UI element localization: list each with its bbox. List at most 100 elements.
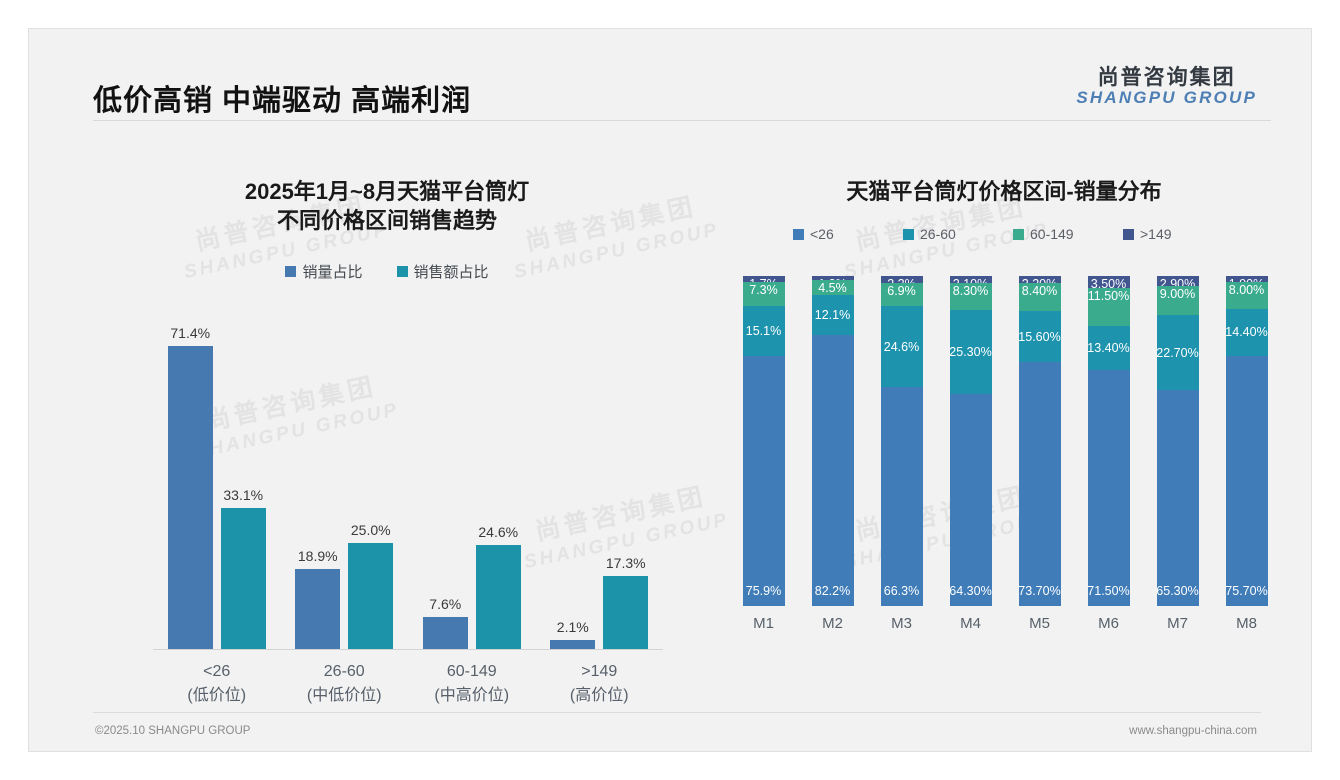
- x-axis-label: M6: [1098, 615, 1119, 633]
- legend-item-price-2[interactable]: 60-149: [1013, 226, 1123, 242]
- stacked-segment[interactable]: 8.00%: [1225, 282, 1268, 309]
- segment-value-label: 15.60%: [1018, 329, 1061, 344]
- stacked-segment[interactable]: 24.6%: [880, 306, 923, 388]
- x-axis-label: 60-149 (中高价位): [434, 663, 510, 705]
- stacked-segment[interactable]: 65.30%: [1156, 390, 1199, 606]
- legend-item-sales-1[interactable]: 销售额占比: [396, 261, 489, 282]
- legend-label: 60-149: [1030, 226, 1074, 243]
- chart-title-sales-trend: 2025年1月~8月天猫平台筒灯 不同价格区间销售趋势: [244, 179, 530, 234]
- bar-fill: [603, 575, 649, 650]
- x-axis-label: M8: [1236, 615, 1257, 633]
- stacked-segment[interactable]: 6.9%: [880, 283, 923, 307]
- stacked-column: 2.2%6.9% 24.6% 66.3%: [867, 276, 936, 606]
- stacked-column: 2.90% 9.00% 22.70% 65.30%: [1143, 276, 1212, 606]
- segment-value-label: 13.40%: [1087, 340, 1130, 355]
- bar[interactable]: 7.6%: [422, 596, 468, 650]
- footer-copyright: ©2025.10 SHANGPU GROUP: [95, 725, 251, 737]
- stacked-segment[interactable]: 7.3%: [742, 281, 785, 306]
- legend-item-price-0[interactable]: <26: [793, 226, 903, 242]
- bar[interactable]: 2.1%: [550, 619, 596, 650]
- legend-swatch-icon: [1123, 228, 1134, 240]
- x-axis-label: <26 (低价位): [187, 663, 247, 705]
- stacked-segment[interactable]: 71.50%: [1087, 369, 1130, 606]
- stacked-bar[interactable]: 3.50% 11.50% 13.40% 71.50%: [1087, 276, 1130, 606]
- legend-swatch-icon: [793, 228, 804, 240]
- bar[interactable]: 24.6%: [475, 524, 521, 650]
- stacked-segment[interactable]: 12.1%: [811, 294, 854, 335]
- stacked-segment[interactable]: 75.9%: [742, 355, 785, 607]
- x-axis-label: M3: [891, 615, 912, 633]
- stacked-column: 1.2%4.5%12.1%82.2%: [798, 276, 867, 606]
- stacked-segment[interactable]: 8.40%: [1018, 283, 1061, 311]
- segment-value-label: 7.3%: [749, 282, 778, 297]
- logo-chinese-text: 尚普咨询集团: [1097, 66, 1236, 89]
- x-axis-label: M2: [822, 615, 843, 633]
- bar-group: 2.1% 17.3%: [536, 309, 664, 650]
- segment-value-label: 9.00%: [1159, 286, 1196, 301]
- legend-swatch-icon: [285, 266, 297, 278]
- bar[interactable]: 18.9%: [295, 548, 341, 650]
- stacked-bar[interactable]: 1.7%7.3%15.1%75.9%: [742, 276, 785, 607]
- segment-value-label: 64.30%: [949, 584, 992, 598]
- stacked-segment[interactable]: 25.30%: [949, 310, 992, 394]
- stacked-segment[interactable]: 2.2%: [880, 276, 923, 291]
- bar-fill: [220, 508, 266, 650]
- stacked-segment[interactable]: 13.40%: [1087, 325, 1130, 370]
- stacked-segment[interactable]: 8.30%: [949, 282, 992, 311]
- stacked-segment[interactable]: 2.90%: [1156, 276, 1199, 291]
- stacked-segment[interactable]: 22.70%: [1156, 315, 1199, 391]
- stacked-column: 3.50% 11.50% 13.40% 71.50%: [1074, 276, 1143, 606]
- legend-item-price-3[interactable]: >149: [1123, 226, 1233, 242]
- legend-swatch-icon: [903, 228, 914, 240]
- segment-value-label: 4.5%: [818, 280, 847, 295]
- segment-value-label: 12.1%: [814, 307, 851, 322]
- segment-value-label: 8.40%: [1021, 284, 1058, 299]
- bar-fill: [295, 568, 341, 650]
- bar[interactable]: 17.3%: [603, 555, 649, 650]
- x-axis-label: M1: [753, 615, 774, 633]
- stacked-segment[interactable]: 64.30%: [949, 393, 992, 606]
- stacked-segment[interactable]: 9.00%: [1156, 285, 1199, 316]
- stacked-segment[interactable]: 3.50%: [1087, 276, 1130, 292]
- bar-fill: [422, 616, 468, 650]
- stacked-bar[interactable]: 1.90%8.00%14.40%75.70%: [1225, 276, 1268, 606]
- legend-swatch-icon: [1013, 228, 1024, 240]
- stacked-segment[interactable]: 15.1%: [742, 305, 785, 356]
- stacked-bar[interactable]: 2.2%6.9% 24.6% 66.3%: [880, 276, 923, 606]
- stacked-segment[interactable]: 82.2%: [811, 334, 854, 606]
- brand-logo: 尚普咨询集团 SHANGPU GROUP: [1076, 66, 1257, 108]
- legend-label: >149: [1140, 226, 1172, 243]
- stacked-bar[interactable]: 2.20%8.40% 15.60% 73.70%: [1018, 276, 1061, 606]
- x-axis-label: M7: [1167, 615, 1188, 633]
- stacked-bar[interactable]: 2.90% 9.00% 22.70% 65.30%: [1156, 276, 1199, 606]
- slide-header: 低价高销 中端驱动 高端利润 尚普咨询集团 SHANGPU GROUP: [29, 29, 1311, 121]
- legend-sales-trend: 销量占比 销售额占比: [67, 261, 707, 282]
- segment-value-label: 3.50%: [1090, 277, 1127, 292]
- stacked-bar[interactable]: 1.2%4.5%12.1%82.2%: [811, 276, 854, 606]
- stacked-segment[interactable]: 4.5%: [811, 279, 854, 295]
- segment-value-label: 6.9%: [887, 284, 916, 299]
- bar[interactable]: 33.1%: [220, 487, 266, 650]
- stacked-segment[interactable]: 11.50%: [1087, 287, 1130, 326]
- segment-value-label: 75.9%: [745, 584, 782, 599]
- bar-value-label: 25.0%: [350, 521, 391, 538]
- stacked-segment[interactable]: 15.60%: [1018, 311, 1061, 363]
- stacked-bar[interactable]: 2.10%8.30% 25.30% 64.30%: [949, 276, 992, 606]
- bar-fill: [167, 345, 213, 650]
- stacked-segment[interactable]: 66.3%: [880, 387, 923, 606]
- legend-item-price-1[interactable]: 26-60: [903, 226, 1013, 242]
- stacked-segment[interactable]: 2.10%: [949, 276, 992, 291]
- bar-value-label: 71.4%: [170, 324, 211, 341]
- logo-english-text: SHANGPU GROUP: [1076, 88, 1257, 108]
- segment-value-label: 82.2%: [814, 584, 851, 598]
- bar[interactable]: 71.4%: [167, 325, 213, 650]
- bar[interactable]: 25.0%: [348, 522, 394, 650]
- stacked-segment[interactable]: 75.70%: [1225, 356, 1268, 606]
- stacked-segment[interactable]: 14.40%: [1225, 308, 1268, 357]
- x-axis-label: M4: [960, 615, 981, 633]
- legend-item-sales-0[interactable]: 销量占比: [285, 261, 363, 282]
- bar-value-label: 33.1%: [223, 487, 264, 504]
- stacked-segment[interactable]: 73.70%: [1018, 362, 1061, 606]
- stacked-segment[interactable]: 2.20%: [1018, 276, 1061, 291]
